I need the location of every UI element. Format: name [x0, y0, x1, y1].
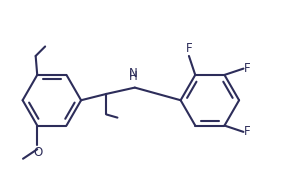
Text: F: F [186, 42, 192, 55]
Text: H: H [129, 70, 137, 83]
Text: N: N [129, 67, 137, 80]
Text: O: O [33, 146, 43, 159]
Text: F: F [244, 62, 251, 75]
Text: F: F [244, 125, 251, 138]
